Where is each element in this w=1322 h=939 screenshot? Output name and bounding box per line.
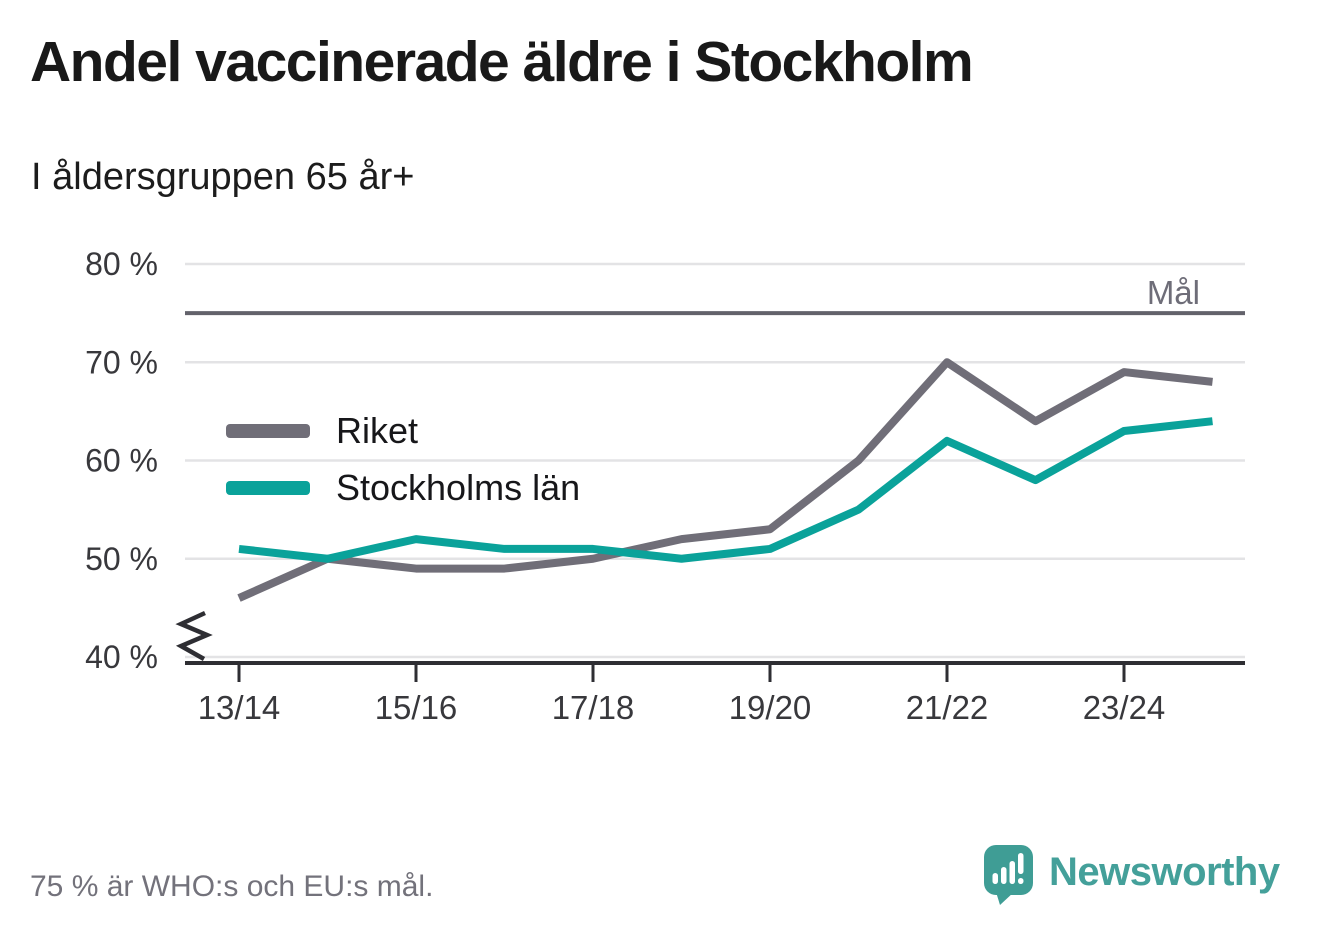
chart-subtitle: I åldersgruppen 65 år+ bbox=[31, 156, 415, 198]
x-tick-label: 21/22 bbox=[906, 689, 989, 726]
logo-bubble bbox=[984, 845, 1033, 895]
x-tick-label: 23/24 bbox=[1083, 689, 1166, 726]
chart-title: Andel vaccinerade äldre i Stockholm bbox=[30, 30, 974, 94]
y-axis-break-icon bbox=[175, 610, 213, 661]
legend-swatch-stockholms-lan bbox=[226, 481, 310, 495]
logo-bubble-tail bbox=[996, 892, 1014, 905]
newsworthy-icon bbox=[984, 845, 1033, 905]
legend-item-stockholms-lan: Stockholms län bbox=[226, 466, 580, 510]
series-line-stockholms-l-n bbox=[238, 417, 1213, 563]
chart-legend: Riket Stockholms län bbox=[226, 409, 580, 523]
y-tick-label: 40 % bbox=[85, 639, 158, 675]
x-tick-label: 17/18 bbox=[552, 689, 635, 726]
logo-exclamation-dot bbox=[1018, 878, 1024, 884]
line-chart: Mål 40 % 50 % 60 % 70 % 80 % 13/14 15/16 17/18 1… bbox=[85, 246, 1245, 726]
legend-label-riket: Riket bbox=[336, 410, 419, 451]
y-tick-label: 70 % bbox=[85, 344, 158, 380]
logo-exclamation-bar bbox=[1018, 853, 1024, 874]
y-tick-label: 50 % bbox=[85, 541, 158, 577]
legend-swatch-riket bbox=[226, 424, 310, 438]
newsworthy-wordmark: Newsworthy bbox=[1049, 850, 1280, 894]
logo-bars bbox=[992, 853, 1024, 884]
legend-label-stockholms-lan: Stockholms län bbox=[336, 467, 581, 508]
x-tick-label: 15/16 bbox=[375, 689, 458, 726]
series-line-riket bbox=[237, 358, 1213, 602]
newsworthy-logo: Newsworthy bbox=[984, 845, 1280, 905]
footnote: 75 % är WHO:s och EU:s mål. bbox=[30, 870, 434, 903]
legend-item-riket: Riket bbox=[226, 409, 580, 453]
goal-line-label: Mål bbox=[1147, 274, 1200, 311]
y-tick-label: 80 % bbox=[85, 246, 158, 282]
y-tick-label: 60 % bbox=[85, 443, 158, 479]
x-tick-label: 13/14 bbox=[198, 689, 281, 726]
x-tick-label: 19/20 bbox=[729, 689, 812, 726]
